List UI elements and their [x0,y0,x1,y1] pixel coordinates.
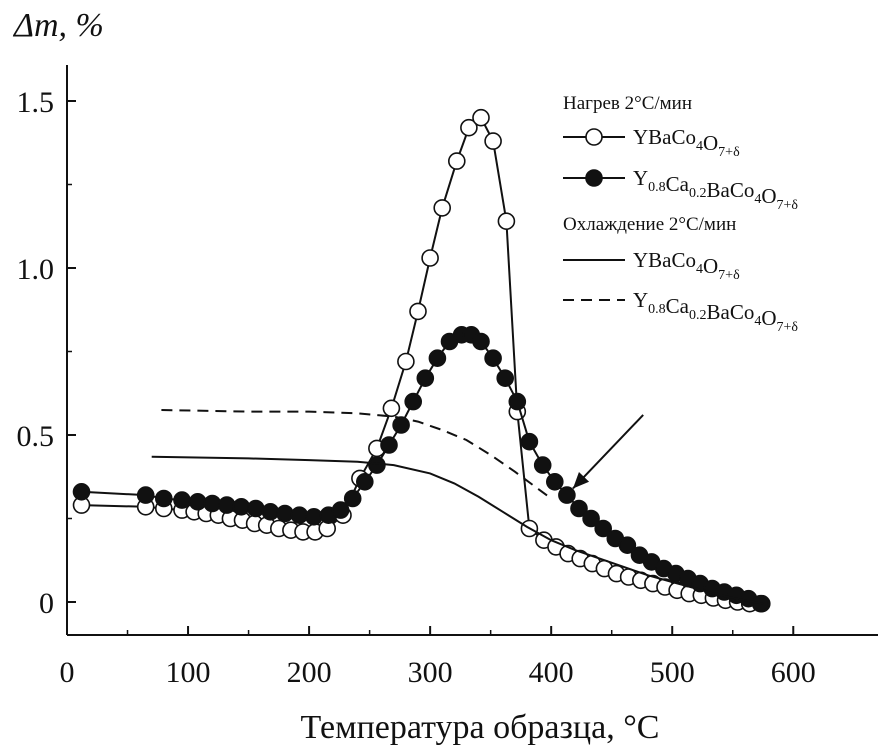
data-point-filled [558,486,576,504]
data-point-filled [188,492,207,511]
legend-label: Y0.8Ca0.2BaCo4O7+δ [633,166,798,213]
arrow-shaft [572,414,644,490]
data-point-filled [203,494,222,513]
legend-item [563,169,625,187]
series-1-heating-filled-circles [72,325,770,613]
data-point-filled [136,486,155,504]
data-point-open [484,132,502,150]
x-tick-label: 500 [650,656,695,689]
data-point-filled [173,491,191,509]
series-3-cooling-dashed [161,409,552,500]
data-point-filled [331,501,350,519]
x-tick-label: 400 [529,656,574,689]
data-point-open [382,399,401,418]
x-tick-label: 200 [287,656,332,689]
data-point-filled [380,436,398,454]
x-axis-title: Температура образца, °С [301,709,660,746]
y-tick-label: 1.0 [17,253,55,286]
y-tick-label: 0.5 [17,420,55,453]
legend: Нагрев 2°С/мин Охлаждение 2°С/мин YBaCo4O7… [563,93,798,335]
data-point-filled [428,349,447,368]
data-point-filled [368,456,386,474]
data-point-open [397,352,415,371]
data-point-filled [261,502,280,521]
cooling-line-solid [151,455,764,605]
data-point-filled [594,519,613,538]
cooling-line-dashed [161,409,552,500]
annotation-arrow [572,414,644,490]
series-2-cooling-solid [151,455,764,605]
legend-label: Y0.8Ca0.2BaCo4O7+δ [633,288,798,335]
data-point-filled [218,496,236,514]
data-point-filled [305,507,323,526]
legend-item [563,128,625,146]
data-point-filled [392,416,410,434]
data-point-open [433,199,452,217]
data-point-filled [276,504,294,523]
legend-cooling-header: Охлаждение 2°С/мин [563,214,736,235]
data-point-filled [343,489,362,508]
data-point-filled [508,392,527,411]
data-point-filled [232,497,251,516]
data-point-open [497,212,516,230]
data-point-open [421,249,439,267]
y-axis-title: Δm, % [12,7,104,44]
y-tick-label: 0 [39,587,54,620]
data-point-filled [72,482,91,501]
x-tick-label: 0 [60,656,75,689]
data-point-open [409,302,427,321]
legend-heating-header: Нагрев 2°С/мин [563,93,692,114]
data-point-filled [582,509,600,528]
data-point-filled [155,489,173,508]
plot-area [72,108,771,613]
data-point-filled [472,332,490,351]
data-point-filled [416,369,435,388]
data-point-filled [484,349,502,368]
data-point-filled [496,369,515,388]
data-point-filled [520,432,539,451]
data-point-open [447,152,466,170]
x-tick-label: 300 [408,656,453,689]
data-point-filled [247,499,265,518]
legend-label: YBaCo4O7+δ [633,248,740,283]
legend-label: YBaCo4O7+δ [633,125,740,160]
x-tick-label: 100 [166,656,211,689]
y-tick-label: 1.5 [17,86,55,119]
data-point-filled [618,536,637,555]
legend-swatch-marker [585,169,603,187]
x-tick-label: 600 [771,656,816,689]
data-point-filled [545,472,564,491]
data-point-filled [355,472,374,491]
data-point-filled [290,506,309,525]
data-point-filled [404,392,423,411]
data-point-open [460,118,478,137]
data-point-filled [570,499,588,518]
data-point-open [472,108,490,127]
axes: 0 100 200 300 400 500 600 0 0.5 1.0 1.5 [17,65,878,689]
arrow-head [572,472,590,489]
data-point-filled [533,456,552,474]
legend-swatch-marker [585,128,603,146]
